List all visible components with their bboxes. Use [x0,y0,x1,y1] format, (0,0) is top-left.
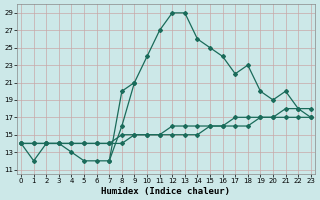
X-axis label: Humidex (Indice chaleur): Humidex (Indice chaleur) [101,187,230,196]
